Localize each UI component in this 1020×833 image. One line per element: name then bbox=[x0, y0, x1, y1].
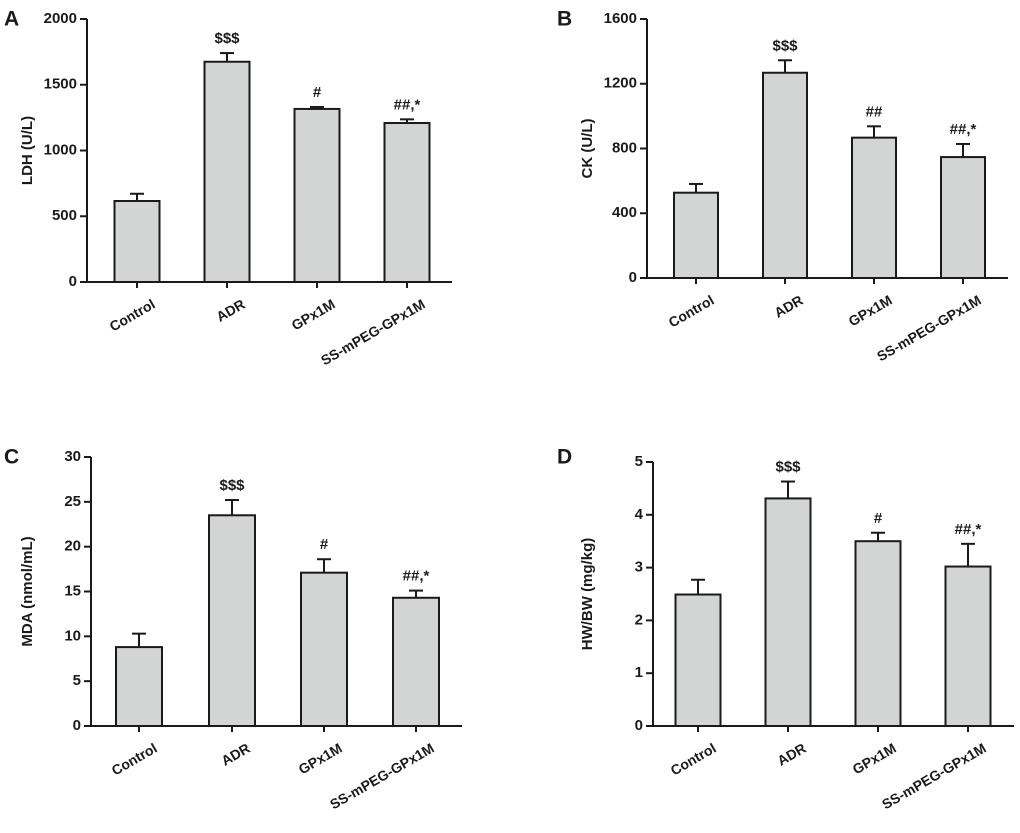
significance-label: $$$ bbox=[775, 459, 801, 476]
bar-gpx1m bbox=[851, 136, 897, 279]
category-label: ADR bbox=[774, 740, 808, 769]
bar-control bbox=[674, 593, 722, 728]
significance-label: # bbox=[313, 84, 322, 101]
category-label: Control bbox=[107, 296, 158, 335]
y-tick-label: 15 bbox=[64, 582, 81, 599]
panel-letter: C bbox=[4, 446, 19, 469]
bar-control bbox=[113, 199, 161, 283]
significance-label: $$$ bbox=[772, 37, 798, 54]
y-tick-label: 1500 bbox=[44, 76, 77, 93]
significance-label: $$$ bbox=[214, 30, 240, 47]
bar-control bbox=[673, 191, 719, 280]
bar-adr bbox=[762, 71, 808, 280]
bar-gpx1m bbox=[854, 540, 902, 728]
y-tick-label: 0 bbox=[629, 269, 637, 286]
y-tick-label: 500 bbox=[52, 207, 77, 224]
y-tick-label: 3 bbox=[635, 559, 643, 576]
bar-adr bbox=[208, 514, 256, 727]
category-label: GPx1M bbox=[296, 740, 345, 778]
significance-label: ##,* bbox=[955, 521, 982, 538]
bar-ss-mpeg-gpx1m bbox=[392, 596, 440, 727]
bar-adr bbox=[764, 497, 812, 727]
category-label: ADR bbox=[771, 292, 805, 321]
y-tick-label: 0 bbox=[69, 273, 77, 290]
significance-label: # bbox=[874, 510, 883, 527]
significance-label: $$$ bbox=[219, 477, 245, 494]
bar-gpx1m bbox=[300, 571, 348, 727]
panel-b: B 0 400 800 1200 1600 CK (U/L) Control $$$ ADR ## G… bbox=[557, 8, 1008, 364]
y-axis-title: LDH (U/L) bbox=[19, 116, 36, 185]
y-tick-label: 5 bbox=[635, 453, 643, 470]
panel-a: A 0 500 1000 1500 2000 LDH (U/L) Control $$$ ADR #… bbox=[4, 8, 452, 368]
panel-c: C 0 5 10 15 20 25 30 MDA (nmol/mL) Control $$$ ADR #… bbox=[4, 446, 462, 813]
significance-label: ##,* bbox=[950, 121, 977, 138]
y-tick-label: 20 bbox=[64, 538, 81, 555]
bar-control bbox=[115, 646, 163, 727]
y-tick-label: 2 bbox=[635, 611, 643, 628]
bar-adr bbox=[203, 60, 251, 283]
category-label: Control bbox=[668, 740, 719, 779]
y-axis-title: CK (U/L) bbox=[579, 119, 596, 179]
bar-ss-mpeg-gpx1m bbox=[940, 156, 986, 279]
category-label: GPx1M bbox=[846, 292, 895, 330]
category-label: GPx1M bbox=[850, 740, 899, 778]
significance-label: ##,* bbox=[394, 96, 421, 113]
category-label: ADR bbox=[218, 740, 252, 769]
category-label: Control bbox=[666, 292, 717, 331]
y-tick-label: 10 bbox=[64, 627, 81, 644]
y-tick-label: 1 bbox=[635, 664, 643, 681]
category-label: Control bbox=[109, 740, 160, 779]
y-tick-label: 400 bbox=[612, 204, 637, 221]
panel-letter: D bbox=[557, 446, 572, 469]
y-tick-label: 0 bbox=[73, 717, 81, 734]
significance-label: # bbox=[320, 536, 329, 553]
y-tick-label: 30 bbox=[64, 448, 81, 465]
category-label: SS-mPEG-GPx1M bbox=[327, 740, 437, 813]
y-tick-label: 1200 bbox=[604, 75, 637, 92]
y-tick-label: 4 bbox=[635, 506, 644, 523]
y-axis-title: MDA (nmol/mL) bbox=[19, 536, 36, 646]
y-tick-label: 2000 bbox=[44, 10, 77, 27]
y-tick-label: 1600 bbox=[604, 10, 637, 27]
significance-label: ##,* bbox=[403, 568, 430, 585]
bar-ss-mpeg-gpx1m bbox=[944, 565, 992, 727]
y-tick-label: 1000 bbox=[44, 141, 77, 158]
category-label: ADR bbox=[213, 296, 247, 325]
y-tick-label: 25 bbox=[64, 493, 81, 510]
y-tick-label: 5 bbox=[73, 672, 81, 689]
category-label: GPx1M bbox=[289, 296, 338, 334]
bar-ss-mpeg-gpx1m bbox=[383, 122, 431, 284]
panel-letter: B bbox=[557, 8, 572, 31]
bar-gpx1m bbox=[293, 107, 341, 283]
y-axis-title: HW/BW (mg/kg) bbox=[579, 538, 596, 650]
panel-d: D 0 1 2 3 4 5 HW/BW (mg/kg) Control $$$ ADR # GPx1M #… bbox=[557, 446, 1014, 812]
significance-label: ## bbox=[866, 103, 883, 120]
panel-letter: A bbox=[4, 8, 19, 31]
y-tick-label: 800 bbox=[612, 139, 637, 156]
y-tick-label: 0 bbox=[635, 717, 643, 734]
